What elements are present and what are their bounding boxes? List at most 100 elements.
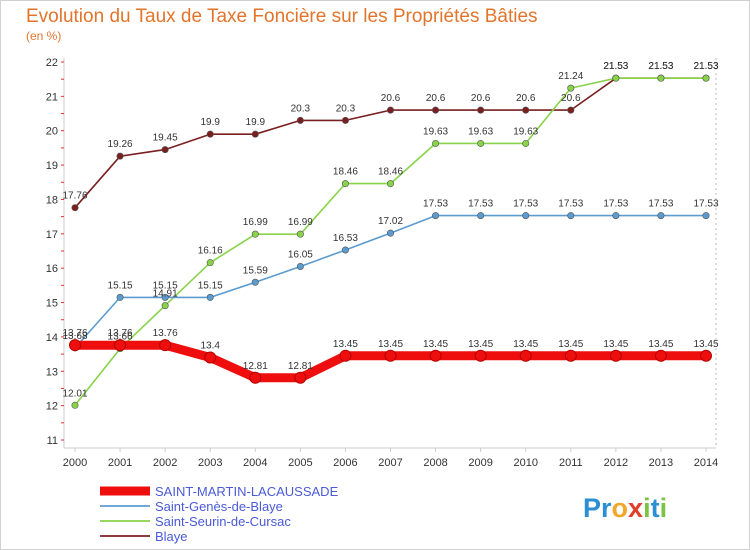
legend-label: Saint-Seurin-de-Cursac: [155, 514, 291, 529]
data-point: [161, 146, 169, 154]
data-label: 13.45: [423, 339, 448, 350]
logo-letter: r: [601, 493, 612, 523]
y-tick-label: 12: [46, 401, 58, 413]
data-point: [294, 371, 307, 384]
data-point: [116, 293, 124, 301]
data-point: [341, 180, 349, 188]
data-label: 15.15: [153, 280, 178, 291]
data-point: [700, 349, 712, 362]
data-label: 19.63: [513, 126, 538, 137]
data-label: 13.45: [378, 339, 403, 350]
chart-title: Evolution du Taux de Taxe Foncière sur l…: [26, 6, 538, 27]
logo-letter: i: [660, 493, 668, 523]
data-point: [161, 302, 169, 310]
data-label: 18.46: [378, 167, 403, 178]
data-point: [251, 130, 259, 138]
data-label: 17.76: [62, 191, 87, 202]
data-point: [386, 106, 394, 114]
data-label: 13.76: [62, 328, 87, 339]
data-point: [251, 278, 259, 286]
data-point: [432, 106, 440, 114]
data-label: 17.53: [648, 199, 673, 210]
data-label: 21.53: [693, 61, 718, 72]
data-point: [296, 262, 304, 270]
x-tick-label: 2009: [468, 457, 492, 469]
data-point: [206, 293, 214, 301]
legend: SAINT-MARTIN-LACAUSSADESaint-Genès-de-Bl…: [100, 484, 339, 544]
data-label: 20.3: [336, 103, 356, 114]
data-label: 12.81: [288, 361, 313, 372]
data-label: 16.99: [243, 217, 268, 228]
x-tick-label: 2011: [559, 457, 583, 469]
data-label: 13.68: [62, 331, 87, 342]
logo-letter: i: [643, 493, 651, 523]
data-label: 16.05: [288, 249, 313, 260]
data-point: [386, 229, 394, 237]
data-label: 13.45: [693, 339, 718, 350]
data-point: [477, 139, 485, 147]
legend-label: Saint-Genès-de-Blaye: [155, 499, 283, 514]
data-label: 14.91: [153, 289, 178, 300]
data-label: 21.53: [693, 61, 718, 72]
data-point: [612, 74, 620, 82]
data-point: [477, 106, 485, 114]
y-tick-label: 20: [46, 126, 58, 138]
logo-letter: t: [651, 493, 660, 523]
data-point: [71, 401, 79, 409]
data-point: [116, 152, 124, 160]
series-saint-martin-lacaussade: [69, 339, 712, 384]
data-point: [474, 349, 487, 362]
data-label: 17.53: [468, 199, 493, 210]
data-point: [339, 349, 352, 362]
y-tick-label: 13: [46, 366, 58, 378]
data-point: [386, 180, 394, 188]
data-label: 13.45: [603, 339, 628, 350]
x-tick-label: 2004: [243, 457, 267, 469]
data-label: 21.53: [648, 61, 673, 72]
x-tick-label: 2002: [153, 457, 177, 469]
data-label: 20.6: [516, 93, 536, 104]
y-tick-label: 16: [46, 263, 58, 275]
data-label: 20.3: [291, 103, 311, 114]
data-point: [251, 230, 259, 238]
data-point: [161, 293, 169, 301]
logo-letter: P: [583, 493, 601, 523]
data-point: [296, 116, 304, 124]
data-label: 12.81: [243, 361, 268, 372]
data-point: [609, 349, 622, 362]
data-point: [206, 259, 214, 267]
data-label: 17.53: [513, 199, 538, 210]
x-tick-label: 2014: [694, 457, 718, 469]
legend-label: SAINT-MARTIN-LACAUSSADE: [155, 484, 339, 499]
data-label: 19.9: [200, 117, 220, 128]
data-label: 20.6: [471, 93, 491, 104]
y-tick-label: 14: [46, 332, 58, 344]
data-point: [522, 212, 530, 220]
data-label: 13.45: [513, 339, 538, 350]
data-label: 20.6: [561, 93, 581, 104]
data-point: [519, 349, 532, 362]
data-label: 15.15: [198, 280, 223, 291]
data-point: [341, 116, 349, 124]
data-point: [206, 130, 214, 138]
data-point: [702, 212, 710, 220]
data-label: 13.76: [108, 328, 133, 339]
data-point: [69, 339, 81, 352]
data-point: [567, 84, 575, 92]
data-point: [612, 212, 620, 220]
data-point: [564, 349, 577, 362]
data-point: [567, 106, 575, 114]
data-point: [114, 339, 127, 352]
chart-subtitle: (en %): [26, 29, 61, 43]
data-point: [341, 246, 349, 254]
x-tick-label: 2005: [288, 457, 312, 469]
y-tick-label: 22: [46, 57, 58, 69]
legend-label: Blaye: [155, 529, 188, 544]
data-point: [477, 212, 485, 220]
data-label: 20.6: [381, 93, 401, 104]
x-tick-label: 2010: [513, 457, 537, 469]
y-tick-label: 11: [47, 435, 58, 447]
data-point: [384, 349, 397, 362]
